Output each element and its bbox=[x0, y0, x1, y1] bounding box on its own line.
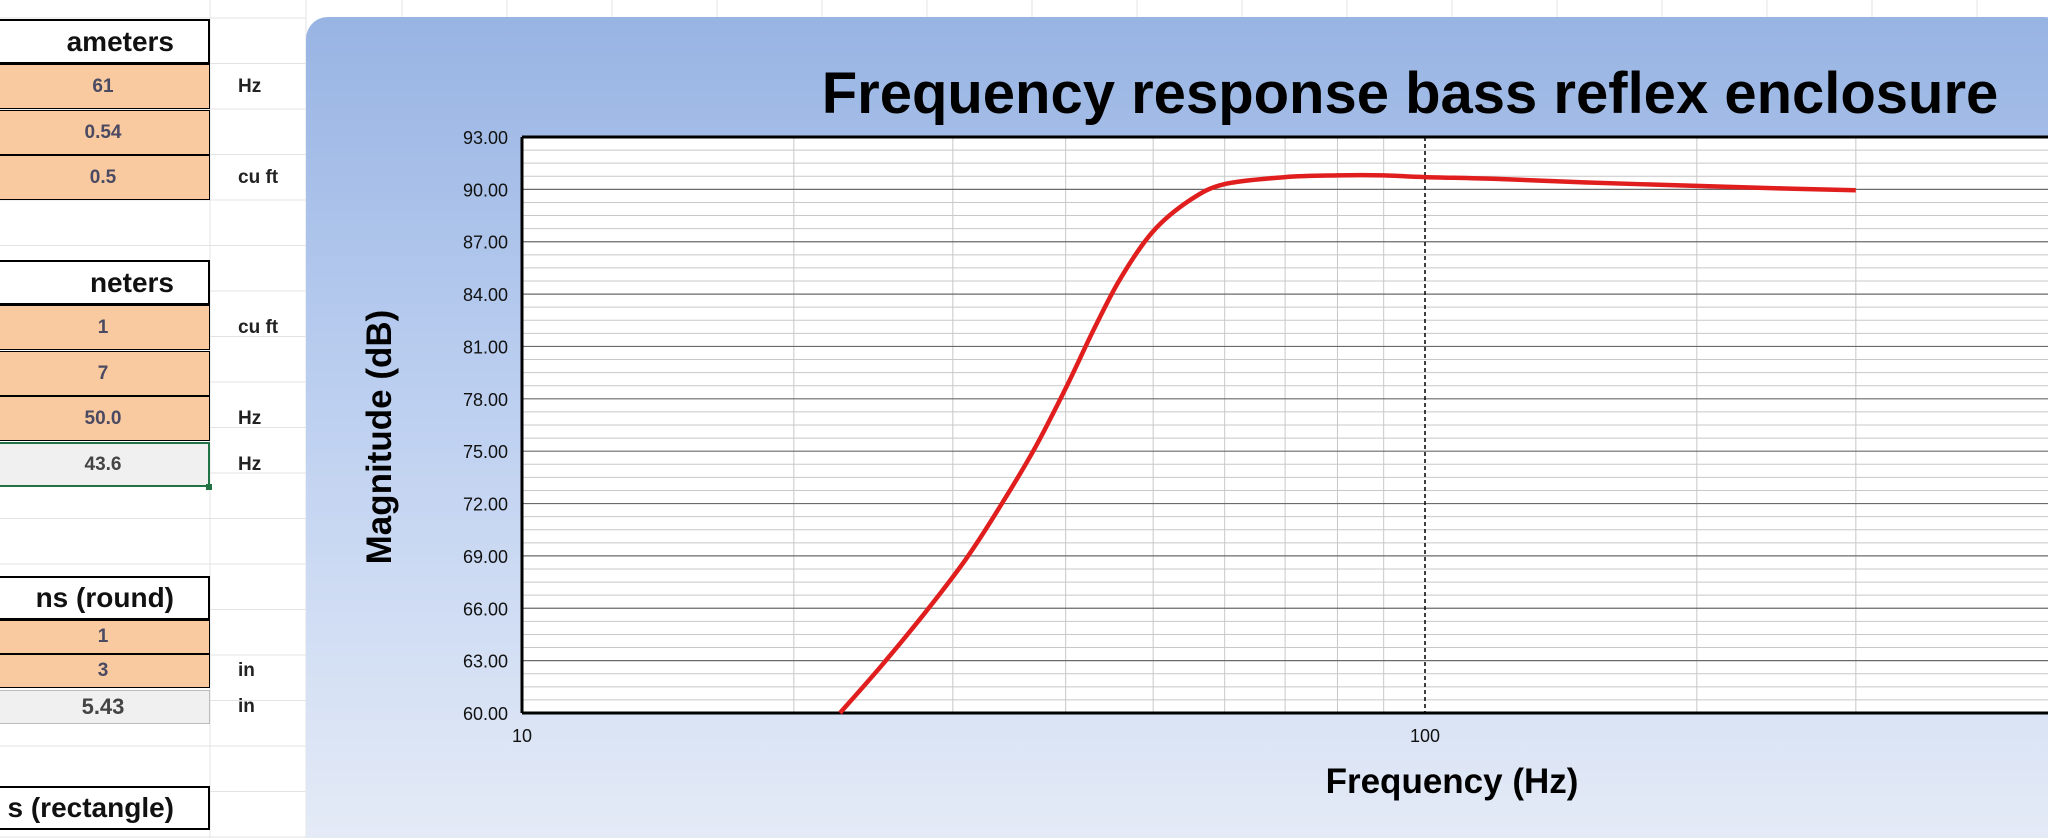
y-tick-label: 66.00 bbox=[463, 599, 508, 619]
parameter-unit-cell[interactable]: Hz bbox=[238, 453, 262, 475]
y-tick-label: 93.00 bbox=[463, 128, 508, 148]
chart-title: Frequency response bass reflex enclosure bbox=[822, 61, 1999, 126]
parameter-unit-cell[interactable]: cu ft bbox=[238, 166, 279, 188]
fill-handle[interactable] bbox=[206, 484, 212, 490]
parameter-value-cell[interactable]: 1 bbox=[0, 305, 210, 350]
x-axis-label: Frequency (Hz) bbox=[1326, 762, 1579, 801]
y-tick-label: 60.00 bbox=[463, 704, 508, 724]
y-tick-label: 78.00 bbox=[463, 390, 508, 410]
parameter-value-cell[interactable]: 1 bbox=[0, 620, 210, 654]
table-header[interactable]: neters bbox=[0, 260, 210, 305]
parameter-unit-cell[interactable]: in bbox=[238, 660, 255, 681]
x-tick-label: 10 bbox=[512, 726, 532, 746]
x-tick-label: 100 bbox=[1410, 726, 1440, 746]
y-tick-label: 72.00 bbox=[463, 495, 508, 515]
parameter-unit-cell[interactable]: Hz bbox=[238, 75, 262, 97]
parameter-value-cell[interactable]: 3 bbox=[0, 654, 210, 688]
y-tick-label: 63.00 bbox=[463, 652, 508, 672]
parameter-value-cell[interactable]: 7 bbox=[0, 351, 210, 396]
table-header[interactable]: ameters bbox=[0, 19, 210, 64]
y-tick-label: 84.00 bbox=[463, 285, 508, 305]
y-tick-label: 81.00 bbox=[463, 337, 508, 357]
parameter-value-cell[interactable]: 50.0 bbox=[0, 396, 210, 441]
parameter-value-cell[interactable]: 0.5 bbox=[0, 155, 210, 200]
table-header[interactable]: ns (round) bbox=[0, 576, 210, 620]
parameter-value-cell[interactable]: 61 bbox=[0, 64, 210, 109]
frequency-response-line bbox=[838, 172, 1856, 715]
parameter-unit-cell[interactable]: Hz bbox=[238, 407, 262, 429]
y-tick-label: 69.00 bbox=[463, 547, 508, 567]
parameter-value-cell[interactable]: 43.6 bbox=[0, 442, 210, 487]
parameter-unit-cell[interactable]: in bbox=[238, 696, 255, 717]
table-header[interactable]: s (rectangle) bbox=[0, 786, 210, 830]
y-tick-label: 90.00 bbox=[463, 180, 508, 200]
y-tick-label: 87.00 bbox=[463, 233, 508, 253]
parameter-unit-cell[interactable]: cu ft bbox=[238, 316, 279, 338]
y-tick-label: 75.00 bbox=[463, 442, 508, 462]
parameter-value-cell[interactable]: 0.54 bbox=[0, 110, 210, 155]
parameter-value-cell[interactable]: 5.43 bbox=[0, 690, 210, 724]
y-axis-label: Magnitude (dB) bbox=[360, 310, 399, 565]
